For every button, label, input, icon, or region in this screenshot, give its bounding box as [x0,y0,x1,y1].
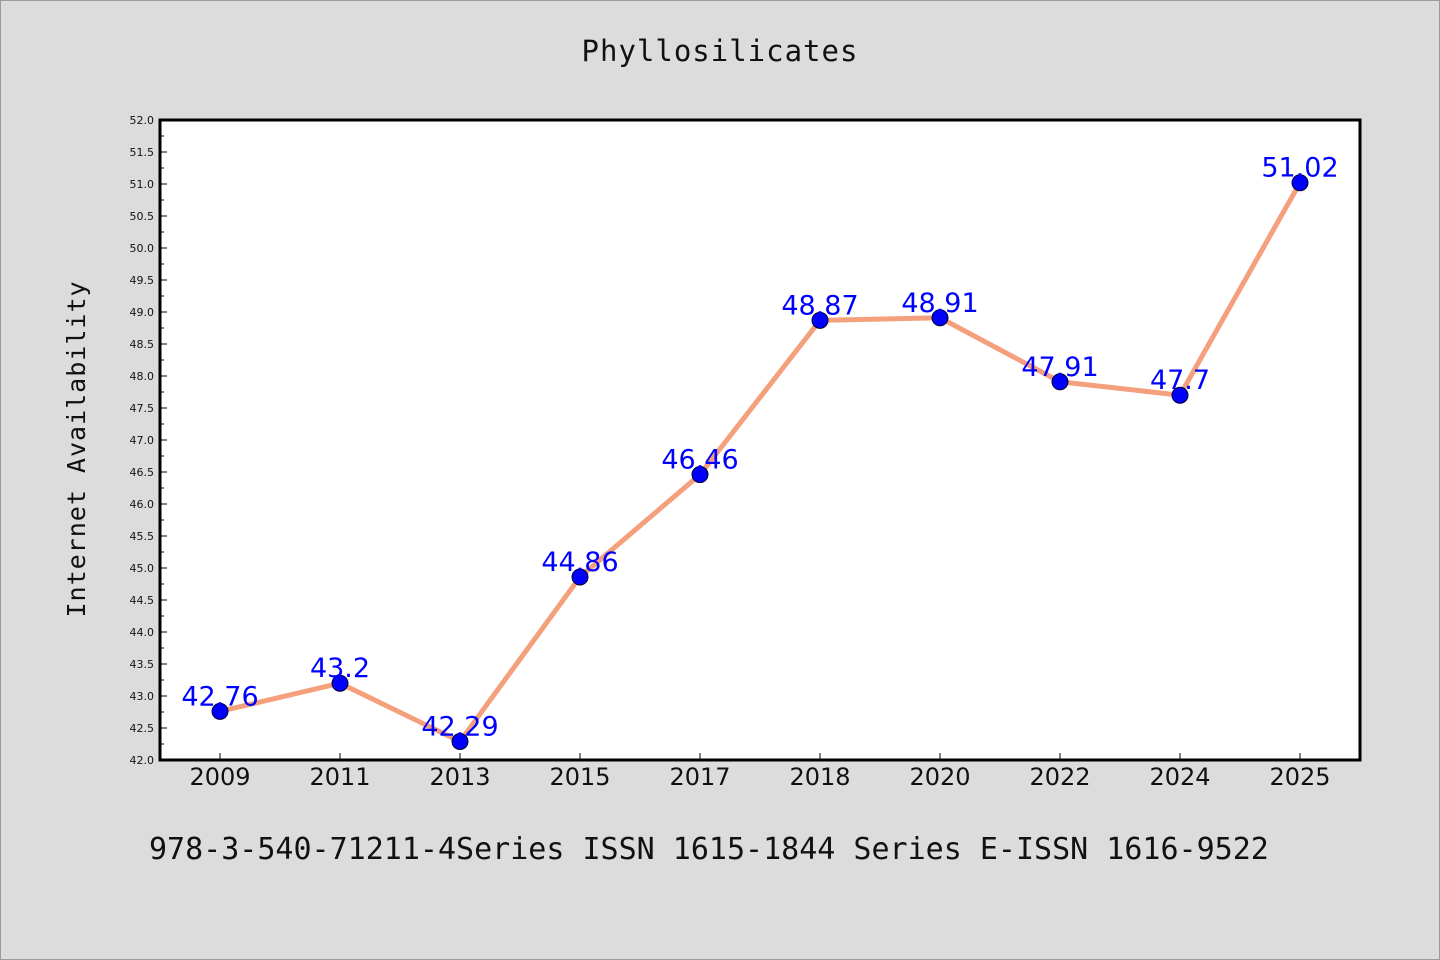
y-tick-label: 50.0 [130,242,155,255]
y-tick-label: 44.0 [130,626,155,639]
y-tick-label: 51.5 [130,146,155,159]
data-point [1171,386,1189,404]
y-tick-label: 44.5 [130,594,155,607]
data-point [1291,174,1309,192]
x-tick-label: 2013 [429,763,490,791]
y-tick-label: 51.0 [130,178,155,191]
data-label: 48.87 [781,290,858,321]
data-point [211,702,229,720]
x-tick-label: 2020 [909,763,970,791]
y-tick-label: 47.5 [130,402,155,415]
y-tick-label: 48.5 [130,338,155,351]
data-point [331,674,349,692]
y-tick-label: 46.0 [130,498,155,511]
data-label: 42.29 [421,711,498,742]
y-tick-label: 45.5 [130,530,155,543]
data-label: 42.76 [181,681,258,712]
x-tick-label: 2017 [669,763,730,791]
chart-title: Phyllosilicates [581,34,859,68]
x-tick-label: 2015 [549,763,610,791]
y-tick-label: 50.5 [130,210,155,223]
y-tick-label: 45.0 [130,562,155,575]
y-tick-label: 42.5 [130,722,155,735]
data-label: 44.86 [541,547,618,578]
isbn-note: 978-3-540-71211-4Series ISSN 1615-1844 S… [149,832,1269,867]
x-tick-label: 2024 [1149,763,1210,791]
y-tick-label: 46.5 [130,466,155,479]
data-label: 51.02 [1261,153,1338,184]
data-point [691,466,709,484]
data-point [451,732,469,750]
markers [211,174,1309,750]
y-tick-label: 43.0 [130,690,155,703]
x-tick-label: 2022 [1029,763,1090,791]
data-labels: 42.76 43.2 42.29 44.86 46.46 48.87 48.91 47.91 4… [181,153,1338,743]
data-label: 43.2 [310,653,370,684]
series-line [219,181,1303,744]
data-point [931,309,949,327]
data-label: 48.91 [901,288,978,319]
x-tick-label: 2025 [1269,763,1330,791]
data-label: 46.46 [661,445,738,476]
y-tick-label: 49.5 [130,274,155,287]
plot-area [158,118,1362,762]
x-axis: 2009 2011 2013 2015 2017 2018 2020 2022 2024 2025 [189,753,1331,791]
y-tick-label: 42.0 [130,754,155,767]
y-axis-label: Internet Availability [62,280,91,617]
y-tick-label: 49.0 [130,306,155,319]
y-tick-label: 43.5 [130,658,155,671]
x-tick-label: 2009 [189,763,250,791]
y-axis: 42.0 42.5 43.0 43.5 44.0 44.5 45.0 45.5 46.0 46.5… [130,114,167,767]
data-point [571,568,589,586]
y-tick-label: 47.0 [130,434,155,447]
data-point [1051,373,1069,391]
x-tick-label: 2018 [789,763,850,791]
data-point [811,311,829,329]
y-tick-label: 48.0 [130,370,155,383]
y-tick-label: 52.0 [130,114,155,127]
x-tick-label: 2011 [309,763,370,791]
data-label: 47.91 [1021,352,1098,383]
data-label: 47.7 [1150,365,1210,396]
